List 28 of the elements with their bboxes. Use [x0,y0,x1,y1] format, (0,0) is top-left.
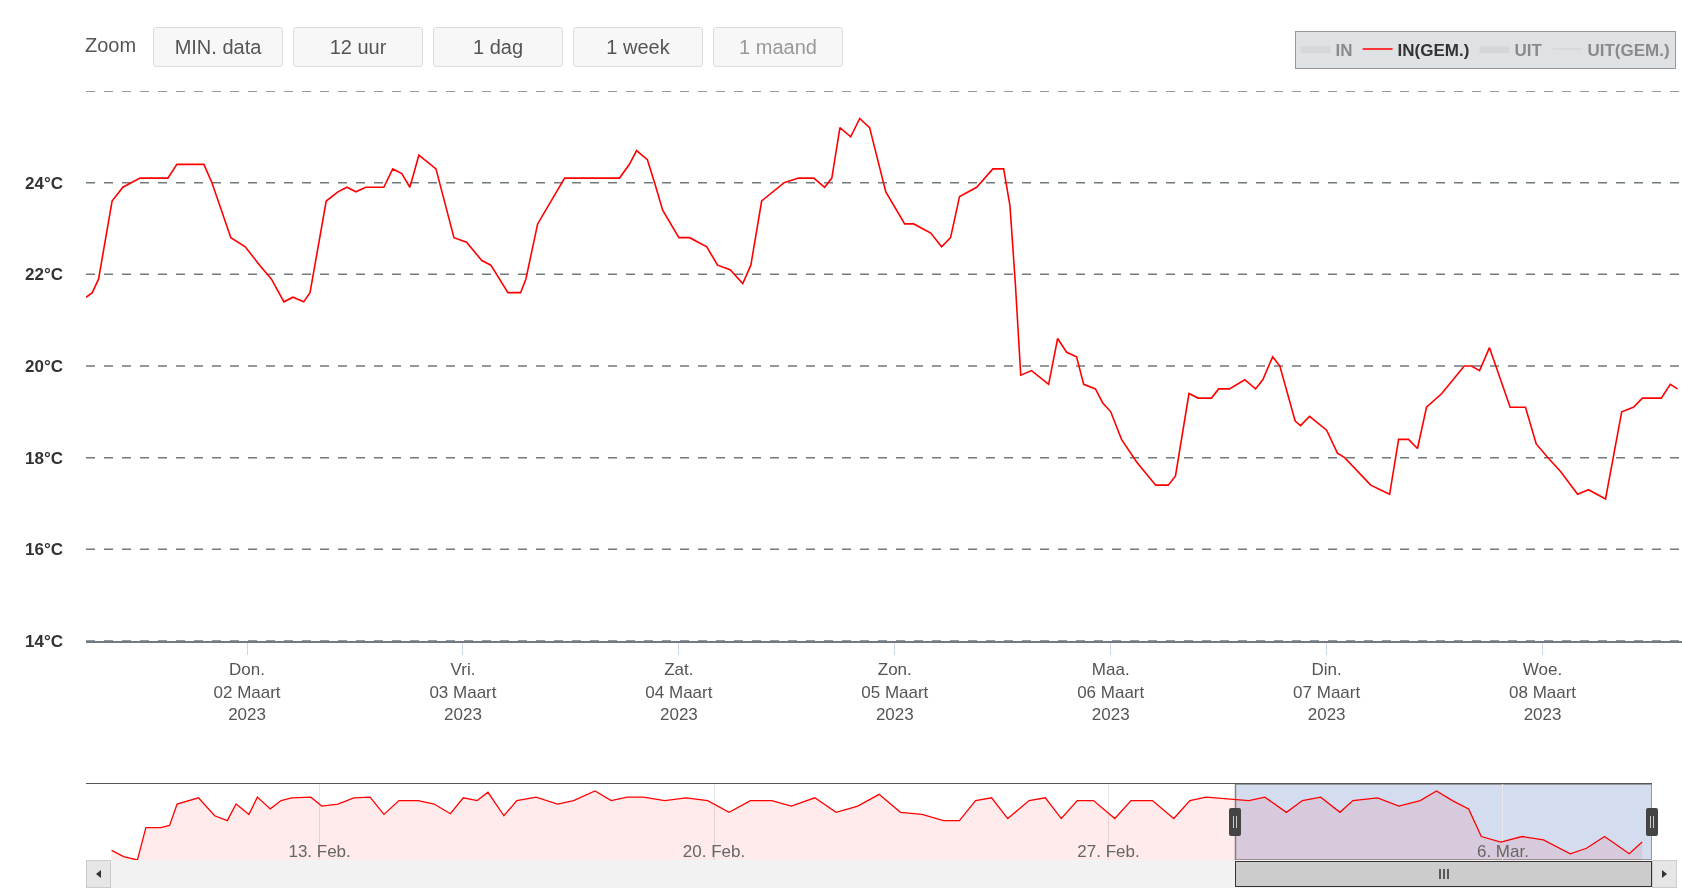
y-tick-label: 22°C [25,265,63,285]
zoom-button: 1 dag [433,27,563,67]
y-tick-label: 24°C [25,173,63,193]
x-tick-label: Vri. 03 Maart 2023 [429,660,497,724]
x-tick-label: Zon. 05 Maart 2023 [861,660,929,724]
x-tick-label: 20. Feb. [682,842,746,861]
x-tick-label: Din. 07 Maart 2023 [1293,660,1361,724]
zoom-button: 12 uur [293,27,423,67]
y-tick-label: 14°C [25,631,63,651]
zoom-button: 1 week [573,27,703,67]
legend-label: UIT [1514,40,1543,60]
x-tick-label: Zat. 04 Maart 2023 [645,660,713,724]
zoom-button: MIN. data [153,27,283,67]
x-tick-label: Maa. 06 Maart 2023 [1077,660,1145,724]
x-tick-label: Woe. 08 Maart 2023 [1509,660,1577,724]
line-series [86,117,1679,500]
y-tick-label: 16°C [25,540,63,560]
y-tick-label: 18°C [25,448,63,468]
legend-label: UIT(GEM.) [1587,40,1670,60]
zoom-button: 1 maand [713,27,843,67]
legend-label: IN [1335,40,1353,60]
text: Zoom [85,34,137,57]
legend-label: IN(GEM.) [1397,40,1470,60]
x-tick-label: 13. Feb. [288,842,351,861]
x-tick-label: 6. Mar. [1476,842,1529,861]
x-tick-label: 27. Feb. [1077,842,1140,861]
y-tick-label: 20°C [25,356,63,376]
x-tick-label: Don. 02 Maart 2023 [213,660,281,724]
